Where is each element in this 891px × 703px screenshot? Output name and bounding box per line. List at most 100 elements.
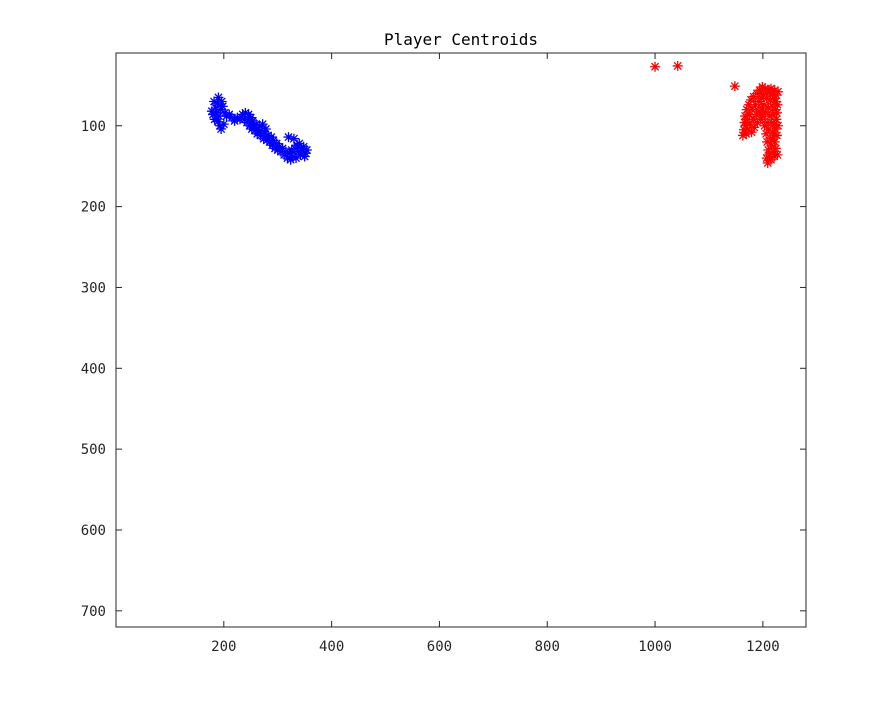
data-point — [768, 132, 779, 143]
data-point — [739, 124, 750, 135]
data-point — [301, 145, 312, 156]
x-axis: 200 400 600 800 1000 1200 — [211, 53, 780, 655]
data-point — [770, 96, 781, 107]
data-point — [215, 104, 226, 115]
data-point — [299, 151, 310, 162]
data-point — [756, 102, 767, 113]
x-tick-label: 600 — [427, 639, 452, 655]
data-point — [283, 132, 294, 143]
y-tick-label: 400 — [81, 361, 106, 377]
data-point — [286, 145, 297, 156]
data-point — [253, 123, 264, 134]
data-point — [285, 154, 296, 165]
chart-title: Player Centroids — [384, 30, 538, 49]
data-point — [213, 111, 224, 122]
y-tick-label: 300 — [81, 280, 106, 296]
x-tick-label: 400 — [319, 639, 344, 655]
data-point — [755, 114, 766, 125]
y-tick-label: 200 — [81, 200, 106, 216]
data-point — [770, 104, 781, 115]
data-point — [252, 128, 263, 139]
data-point — [254, 120, 265, 131]
data-point — [237, 109, 248, 120]
data-point — [771, 107, 782, 118]
y-tick-label: 600 — [81, 523, 106, 539]
data-point — [770, 143, 781, 154]
data-point — [294, 138, 305, 149]
data-point — [260, 123, 271, 134]
x-tick-label: 800 — [535, 639, 560, 655]
data-point — [744, 109, 755, 120]
data-point — [769, 85, 780, 96]
data-point — [251, 119, 262, 130]
data-point — [742, 114, 753, 125]
data-point — [765, 83, 776, 94]
data-point — [300, 148, 311, 159]
x-tick-label: 200 — [211, 639, 236, 655]
data-point — [257, 119, 268, 130]
data-point — [259, 128, 270, 139]
data-point — [769, 136, 780, 147]
data-point — [218, 119, 229, 130]
data-point — [771, 90, 782, 101]
data-point — [756, 93, 767, 104]
data-point — [270, 143, 281, 154]
data-point — [243, 109, 254, 120]
y-tick-label: 100 — [81, 119, 106, 135]
x-tick-label: 1000 — [638, 639, 672, 655]
y-axis: 100 200 300 400 500 600 700 — [81, 119, 806, 620]
plot-area — [115, 52, 807, 628]
data-point — [758, 99, 769, 110]
data-point — [765, 133, 776, 144]
y-tick-label: 500 — [81, 442, 106, 458]
data-point — [763, 102, 774, 113]
data-point — [221, 111, 232, 122]
data-point — [772, 86, 783, 97]
data-point — [280, 146, 291, 157]
data-point — [772, 99, 783, 110]
data-point — [272, 145, 283, 156]
data-point — [769, 151, 780, 162]
data-point — [772, 149, 783, 160]
data-point — [217, 101, 228, 112]
data-point — [737, 130, 748, 141]
data-point — [250, 125, 261, 136]
data-point — [213, 92, 224, 103]
data-point — [215, 120, 226, 131]
data-point — [291, 153, 302, 164]
data-point — [764, 111, 775, 122]
data-point — [212, 116, 223, 127]
data-marks — [206, 60, 783, 168]
data-point — [246, 123, 257, 134]
data-point — [287, 151, 298, 162]
data-point — [274, 141, 285, 152]
data-point — [216, 123, 227, 134]
data-point — [672, 60, 683, 71]
data-point — [263, 130, 274, 141]
data-point — [771, 114, 782, 125]
data-point — [650, 61, 661, 72]
data-point — [295, 149, 306, 160]
data-point — [749, 122, 760, 133]
data-point — [741, 104, 752, 115]
data-point — [232, 112, 243, 123]
series-1-points — [206, 92, 312, 165]
data-point — [288, 133, 299, 144]
data-point — [748, 114, 759, 125]
data-point — [746, 127, 757, 138]
data-point — [208, 109, 219, 120]
data-point — [747, 104, 758, 115]
data-point — [212, 98, 223, 109]
data-point — [261, 135, 272, 146]
data-point — [258, 133, 269, 144]
data-point — [740, 111, 751, 122]
data-point — [740, 120, 751, 131]
data-point — [761, 93, 772, 104]
data-point — [240, 107, 251, 118]
data-point — [763, 145, 774, 156]
data-point — [766, 117, 777, 128]
data-point — [744, 119, 755, 130]
data-point — [771, 130, 782, 141]
x-tick-label: 1200 — [746, 639, 780, 655]
